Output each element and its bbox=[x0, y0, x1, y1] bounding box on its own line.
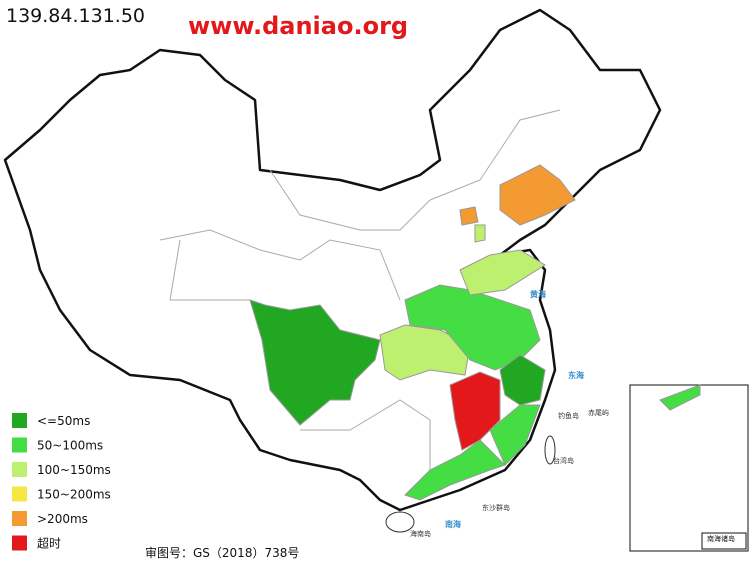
legend-label: 150~200ms bbox=[37, 488, 111, 502]
country-outline bbox=[3, 8, 662, 512]
legend: <=50ms 50~100ms 100~150ms 150~200ms >200ms 超时 bbox=[12, 413, 111, 551]
inset-region bbox=[659, 384, 701, 411]
inset-caption: 南海诸岛 bbox=[707, 534, 735, 543]
province-border bbox=[159, 229, 401, 301]
region bbox=[459, 249, 546, 296]
region bbox=[404, 284, 541, 371]
island-label: 台湾岛 bbox=[553, 456, 574, 465]
legend-label: 50~100ms bbox=[37, 439, 103, 453]
province-border bbox=[269, 169, 431, 231]
province-border bbox=[169, 239, 250, 301]
region bbox=[474, 224, 486, 243]
legend-swatch bbox=[12, 462, 27, 477]
legend-label: <=50ms bbox=[37, 414, 90, 428]
region bbox=[499, 164, 576, 226]
legend-swatch bbox=[12, 535, 27, 551]
province-border bbox=[300, 399, 431, 470]
region bbox=[404, 439, 506, 501]
footer: 审图号：GS（2018）738号 bbox=[145, 545, 299, 560]
ip-title: 139.84.131.50 bbox=[6, 5, 145, 27]
legend-swatch bbox=[12, 413, 27, 428]
legend-swatch bbox=[12, 437, 27, 453]
island-label: 钓鱼岛 bbox=[558, 411, 579, 420]
legend-swatch bbox=[12, 511, 27, 526]
region bbox=[379, 324, 471, 381]
inset: 南海诸岛 bbox=[629, 384, 749, 552]
legend-swatch bbox=[12, 486, 27, 502]
island bbox=[544, 435, 556, 465]
island bbox=[385, 511, 415, 533]
province-border bbox=[429, 109, 561, 201]
inset-caption-box bbox=[701, 532, 747, 550]
legend-label: >200ms bbox=[37, 512, 88, 526]
china-map: 黄海 东海 南海 台湾岛 海南岛 东沙群岛 钓鱼岛 赤尾屿 bbox=[3, 8, 662, 538]
island-label: 海南岛 bbox=[410, 529, 431, 538]
legend-label: 超时 bbox=[37, 536, 61, 551]
region bbox=[499, 354, 546, 406]
legend-label: 100~150ms bbox=[37, 463, 111, 477]
region bbox=[459, 206, 479, 226]
sea-label: 黄海 bbox=[530, 289, 546, 299]
region bbox=[489, 404, 541, 466]
island-label: 赤尾屿 bbox=[588, 408, 609, 417]
inset-frame bbox=[629, 384, 749, 552]
sea-label: 南海 bbox=[445, 519, 461, 529]
island-label: 东沙群岛 bbox=[482, 503, 510, 512]
sea-label: 东海 bbox=[568, 370, 584, 380]
site-title: www.daniao.org bbox=[188, 12, 408, 40]
region bbox=[249, 299, 381, 426]
